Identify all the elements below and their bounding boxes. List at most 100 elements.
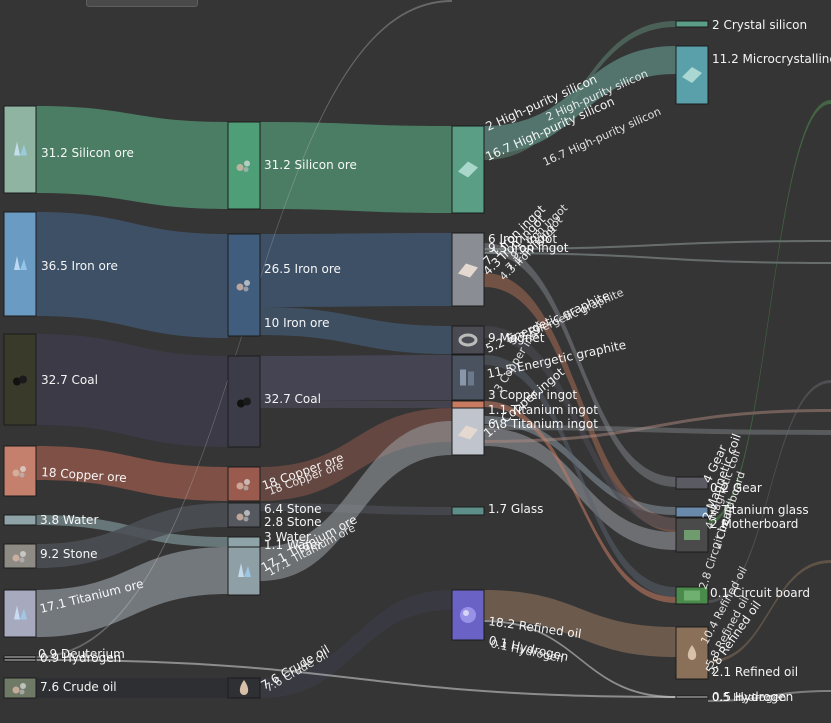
sankey-node[interactable] — [451, 506, 485, 516]
sankey-link[interactable] — [260, 401, 452, 408]
node-label: 3.8 Water — [40, 513, 98, 527]
sankey-link[interactable] — [484, 416, 676, 515]
sankey-link[interactable] — [708, 690, 831, 702]
sankey-link[interactable] — [36, 212, 228, 338]
sankey-node[interactable] — [451, 407, 485, 456]
sankey-link[interactable] — [484, 240, 831, 250]
sankey-node[interactable] — [675, 695, 709, 699]
node-label: 9.5 Iron ingot — [488, 241, 569, 255]
sankey-node[interactable] — [451, 125, 485, 214]
node-label: 2 Motherboard — [710, 517, 798, 531]
sankey-node[interactable] — [3, 543, 37, 569]
sankey-node[interactable] — [3, 655, 37, 659]
sankey-node[interactable] — [227, 536, 261, 548]
ore-icon — [236, 479, 250, 491]
ingot-icon — [458, 425, 478, 440]
node-label: 1.1 Water — [264, 538, 322, 552]
sankey-link[interactable] — [484, 46, 676, 154]
sankey-link[interactable] — [484, 21, 676, 160]
sankey-link[interactable] — [708, 560, 831, 663]
node-label: 0.1 Circuit board — [710, 586, 810, 600]
sankey-link[interactable] — [484, 252, 831, 264]
sankey-node[interactable] — [3, 589, 37, 638]
sankey-link[interactable] — [260, 233, 452, 307]
sankey-node[interactable] — [227, 502, 261, 528]
ingot-icon — [458, 263, 478, 278]
sankey-node[interactable] — [227, 466, 261, 502]
sankey-link[interactable] — [484, 273, 676, 532]
sankey-node[interactable] — [451, 325, 485, 355]
sankey-node[interactable] — [3, 658, 37, 662]
sankey-link[interactable] — [484, 243, 676, 487]
sankey-node[interactable] — [675, 626, 709, 680]
sankey-node[interactable] — [675, 586, 709, 605]
sankey-link[interactable] — [36, 547, 228, 637]
node-label: 9 Magnet — [488, 331, 545, 345]
sankey-link[interactable] — [36, 659, 676, 698]
sankey-node[interactable] — [451, 354, 485, 401]
sankey-node[interactable] — [227, 233, 261, 337]
ore-icon — [12, 551, 26, 563]
sankey-node[interactable] — [227, 677, 261, 699]
sankey-link[interactable] — [484, 425, 831, 435]
oil-drop-icon — [239, 680, 249, 695]
node-label: 2 Crystal silicon — [712, 18, 807, 32]
node-label: 2 Titanium glass — [710, 503, 809, 517]
sankey-node[interactable] — [3, 514, 37, 526]
node-label: 0.2 Gear — [710, 481, 762, 495]
node-label: 6.4 Stone — [264, 502, 322, 516]
sankey-link[interactable] — [484, 590, 676, 657]
sankey-link[interactable] — [36, 446, 228, 501]
sankey-link[interactable] — [484, 409, 831, 443]
node-label: 0.5 Hydrogen — [712, 690, 793, 704]
sankey-node[interactable] — [451, 400, 485, 409]
sankey-link[interactable] — [484, 620, 676, 698]
sankey-node[interactable] — [3, 677, 37, 699]
node-label: 3 Copper ingot — [488, 388, 577, 402]
sankey-link[interactable] — [36, 503, 228, 568]
sankey-link[interactable] — [484, 401, 676, 603]
sankey-link[interactable] — [36, 334, 228, 447]
ore-icon — [236, 280, 250, 292]
oil-drop-icon — [687, 645, 697, 660]
crystal-icon — [14, 256, 27, 270]
node-label: 3 Water — [264, 530, 311, 544]
node-label: 11.2 Microcrystalline c — [712, 52, 831, 66]
sankey-node[interactable] — [3, 445, 37, 497]
sankey-node[interactable] — [227, 546, 261, 596]
sankey-link[interactable] — [484, 355, 676, 597]
sankey-link[interactable] — [260, 122, 452, 213]
sankey-node[interactable] — [675, 476, 709, 490]
sankey-node[interactable] — [675, 20, 709, 28]
sankey-node[interactable] — [675, 517, 709, 553]
sankey-link[interactable] — [36, 678, 228, 698]
sankey-link[interactable] — [260, 590, 452, 698]
sankey-link[interactable] — [260, 355, 452, 401]
sankey-link[interactable] — [260, 408, 452, 501]
sankey-link[interactable] — [36, 106, 228, 209]
coal-icon — [13, 375, 27, 386]
sankey-node[interactable] — [3, 105, 37, 194]
sankey-node[interactable] — [451, 589, 485, 641]
sankey-node[interactable] — [675, 506, 709, 518]
node-label: 0.9 Deuterium — [38, 647, 125, 661]
sankey-link[interactable] — [260, 307, 452, 354]
sankey-node[interactable] — [675, 45, 709, 105]
sankey-node[interactable] — [451, 232, 485, 307]
sankey-link[interactable] — [260, 421, 452, 581]
plate-icon — [458, 161, 478, 178]
sankey-node[interactable] — [3, 333, 37, 426]
sankey-link[interactable] — [708, 380, 831, 603]
sankey-link[interactable] — [484, 428, 676, 550]
toolbar-button[interactable] — [86, 0, 198, 7]
sankey-nodes — [3, 20, 709, 699]
board-icon — [684, 530, 700, 540]
sankey-link[interactable] — [484, 326, 676, 530]
sankey-node[interactable] — [3, 211, 37, 317]
sankey-link[interactable] — [708, 100, 831, 524]
sankey-node[interactable] — [227, 355, 261, 448]
node-label: 18 Copper ore — [41, 465, 127, 485]
graphite-icon — [460, 369, 474, 386]
sankey-node[interactable] — [227, 121, 261, 210]
ore-icon — [12, 466, 26, 478]
